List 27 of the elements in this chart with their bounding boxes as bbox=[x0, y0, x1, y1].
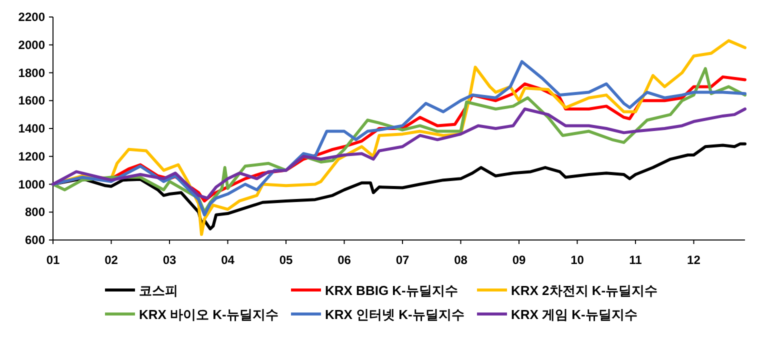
y-tick-label: 1000 bbox=[18, 177, 46, 192]
x-tick-label: 07 bbox=[396, 253, 410, 267]
legend-label: KRX 게임 K-뉴딜지수 bbox=[511, 307, 638, 322]
x-tick-label: 01 bbox=[46, 253, 60, 267]
y-tick-label: 1800 bbox=[18, 66, 46, 80]
y-tick-label: 2200 bbox=[18, 10, 46, 24]
x-tick-label: 04 bbox=[221, 253, 235, 267]
legend-label: 코스피 bbox=[139, 283, 178, 298]
y-tick-label: 1600 bbox=[18, 94, 46, 108]
y-tick-label: 1400 bbox=[18, 122, 46, 136]
x-tick-label: 02 bbox=[104, 253, 118, 267]
x-tick-label: 12 bbox=[687, 253, 701, 267]
y-tick-label: 800 bbox=[24, 205, 46, 220]
x-tick-label: 03 bbox=[162, 253, 176, 267]
y-tick-label: 600 bbox=[24, 233, 46, 247]
x-tick-label: 06 bbox=[338, 253, 352, 267]
x-tick-label: 11 bbox=[629, 253, 642, 267]
legend-label: KRX BBIG K-뉴딜지수 bbox=[325, 283, 458, 298]
x-tick-label: 09 bbox=[512, 253, 526, 267]
legend-label: KRX 2차전지 K-뉴딜지수 bbox=[511, 283, 658, 298]
legend-label: KRX 인터넷 K-뉴딜지수 bbox=[325, 307, 464, 322]
x-tick-label: 05 bbox=[279, 253, 293, 267]
legend-label: KRX 바이오 K-뉴딜지수 bbox=[139, 307, 278, 322]
y-tick-label: 2000 bbox=[18, 38, 46, 52]
x-tick-label: 10 bbox=[570, 253, 584, 267]
x-tick-label: 08 bbox=[454, 253, 468, 267]
y-tick-label: 1200 bbox=[18, 149, 46, 164]
